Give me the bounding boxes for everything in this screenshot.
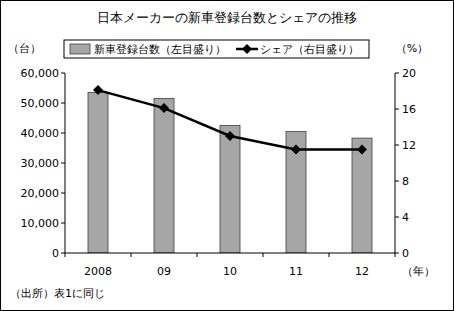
marker — [93, 85, 103, 95]
y-axis-label: （台） — [8, 42, 41, 55]
y2-axis-label: （%） — [396, 42, 428, 55]
x-tick-label: 09 — [157, 265, 171, 278]
y2-tick-label: 16 — [402, 103, 416, 116]
legend-marker — [242, 44, 252, 54]
marker — [225, 131, 235, 141]
legend: 新車登録台数（左目盛り） シェア（右目盛り） — [64, 40, 369, 58]
legend-label: 新車登録台数（左目盛り） — [94, 43, 226, 56]
x-tick — [395, 253, 396, 257]
title: 日本メーカーの新車登録台数とシェアの推移 — [97, 10, 357, 25]
x-tick-label: 11 — [289, 265, 303, 278]
bar — [352, 138, 372, 253]
y-tick — [61, 193, 65, 194]
y2-tick-label: 12 — [402, 139, 416, 152]
y-tick — [61, 73, 65, 74]
line — [98, 90, 362, 149]
marker — [291, 145, 301, 155]
bar — [154, 99, 174, 254]
y-tick — [61, 223, 65, 224]
y-tick — [61, 163, 65, 164]
y-tick-label: 20,000 — [21, 187, 60, 200]
marker — [159, 103, 169, 113]
y-tick-label: 0 — [52, 247, 59, 260]
x-tick — [65, 253, 66, 257]
y2-tick — [395, 217, 399, 218]
marker — [357, 145, 367, 155]
x-tick — [197, 253, 198, 257]
y-tick-label: 30,000 — [21, 157, 60, 170]
y2-tick — [395, 253, 399, 254]
y2-tick-label: 4 — [402, 211, 409, 224]
y2-tick-label: 8 — [402, 175, 409, 188]
plot-area — [88, 85, 372, 253]
bar — [88, 93, 108, 254]
legend-label: シェア（右目盛り） — [260, 43, 359, 56]
y-axis — [65, 73, 66, 253]
x-tick-label: 12 — [355, 265, 369, 278]
y-tick-label: 40,000 — [21, 127, 60, 140]
legend-swatch — [70, 44, 90, 54]
x-tick-label: 10 — [223, 265, 237, 278]
y2-tick — [395, 73, 399, 74]
legend-box — [64, 40, 369, 58]
y-tick-label: 50,000 — [21, 97, 60, 110]
y2-tick-label: 0 — [402, 247, 409, 260]
bar — [220, 126, 240, 254]
chart: 日本メーカーの新車登録台数とシェアの推移 （台） （%） （年） （出所）表1に同じ 0 1… — [0, 0, 454, 311]
y2-tick — [395, 109, 399, 110]
y2-axis — [395, 73, 396, 253]
source: （出所）表1に同じ — [10, 287, 105, 300]
y-tick-label: 60,000 — [21, 67, 60, 80]
x-tick — [131, 253, 132, 257]
y-tick — [61, 103, 65, 104]
x-axis-label: （年） — [402, 265, 435, 278]
y-tick-label: 10,000 — [21, 217, 60, 230]
frame — [1, 1, 454, 311]
y-tick — [61, 133, 65, 134]
x-tick-label: 2008 — [84, 265, 112, 278]
y2-tick-label: 20 — [402, 67, 416, 80]
x-tick — [329, 253, 330, 257]
x-tick — [263, 253, 264, 257]
y2-tick — [395, 145, 399, 146]
y2-tick — [395, 181, 399, 182]
x-axis — [65, 253, 395, 254]
y-tick — [61, 253, 65, 254]
